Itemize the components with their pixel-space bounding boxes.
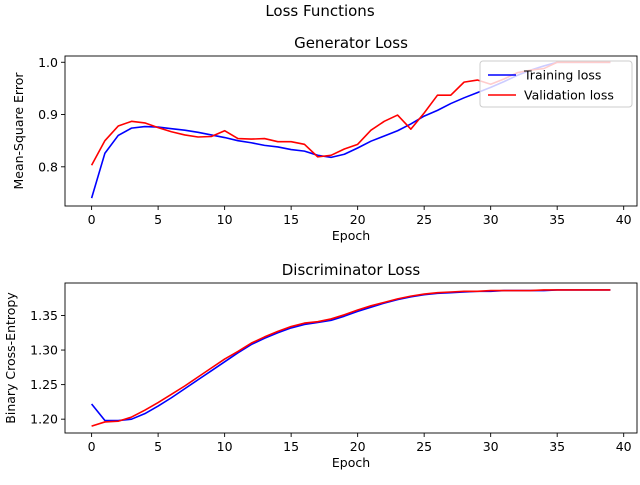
chart2-x-tick-label: 5 [154, 439, 162, 454]
chart2-series-1-line [90, 289, 611, 422]
chart2-y-axis-label: Binary Cross-Entropy [3, 292, 18, 424]
chart2-x-tick-label: 15 [283, 439, 299, 454]
chart1-legend-box [479, 60, 633, 108]
chart1-legend-label-2: Validation loss [524, 88, 614, 103]
chart2-x-tick-label: 20 [350, 439, 366, 454]
chart1-legend-label-1: Training loss [523, 68, 601, 83]
chart1-y-axis-label: Mean-Square Error [11, 72, 26, 190]
chart1-x-tick-label: 35 [549, 212, 565, 227]
chart2-x-tick-label: 35 [549, 439, 565, 454]
chart1-x-tick-label: 0 [88, 212, 96, 227]
chart1-x-tick-label: 30 [483, 212, 499, 227]
chart2-y-tick-label: 1.20 [30, 412, 58, 427]
chart1-x-tick-label: 5 [154, 212, 162, 227]
chart2-title: Discriminator Loss [282, 261, 421, 279]
chart2-frame [64, 282, 638, 434]
chart1-axes: Generator Loss 0 5 10 15 20 25 30 35 40 0.8 0.9 1.0 E… [11, 34, 638, 243]
chart2-y-tick-label: 1.35 [30, 308, 58, 323]
chart1-y-tick-label: 0.8 [38, 159, 58, 174]
chart2-x-tick-label: 25 [416, 439, 432, 454]
figure-suptitle: Loss Functions [265, 2, 374, 20]
chart2-axes: Discriminator Loss 0 5 10 15 20 25 30 35 40 1.20 1.… [3, 261, 638, 470]
chart1-x-tick-label: 40 [616, 212, 632, 227]
chart2-x-tick-label: 40 [616, 439, 632, 454]
chart2-x-tick-label: 30 [483, 439, 499, 454]
chart1-title: Generator Loss [294, 34, 408, 52]
chart1-x-axis-label: Epoch [332, 228, 370, 243]
chart1-x-tick-label: 25 [416, 212, 432, 227]
chart1-x-tick-label: 10 [217, 212, 233, 227]
chart1-legend: Training loss Validation loss [479, 60, 633, 108]
chart1-y-tick-label: 1.0 [38, 55, 58, 70]
chart2-x-tick-label: 10 [217, 439, 233, 454]
chart2-y-tick-label: 1.25 [30, 377, 58, 392]
chart1-x-tick-label: 15 [283, 212, 299, 227]
chart2-x-tick-label: 0 [88, 439, 96, 454]
chart2-series-2-line [91, 289, 611, 427]
chart1-frame [64, 55, 638, 207]
chart2-x-axis-label: Epoch [332, 455, 370, 470]
chart1-x-tick-label: 20 [350, 212, 366, 227]
chart2-y-tick-label: 1.30 [30, 343, 58, 358]
chart1-y-tick-label: 0.9 [38, 107, 58, 122]
